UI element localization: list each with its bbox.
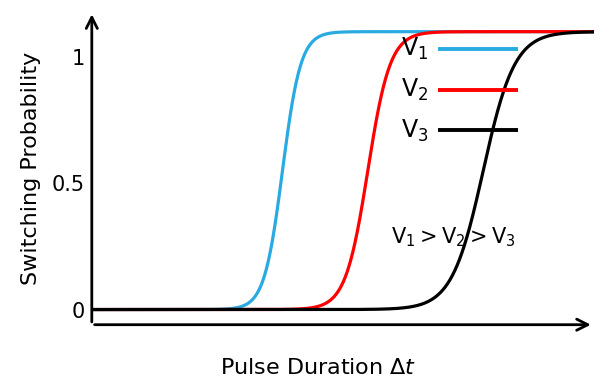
- Text: Pulse Duration $\mathit{\Delta t}$: Pulse Duration $\mathit{\Delta t}$: [220, 358, 416, 378]
- Text: $\mathrm{V}_1 > \mathrm{V}_2 >\mathrm{V}_3$: $\mathrm{V}_1 > \mathrm{V}_2 >\mathrm{V}…: [391, 225, 515, 249]
- Text: $\mathrm{V}_3$: $\mathrm{V}_3$: [400, 117, 428, 144]
- Text: $\mathrm{V}_1$: $\mathrm{V}_1$: [401, 36, 428, 62]
- Y-axis label: Switching Probability: Switching Probability: [21, 52, 40, 285]
- Text: $\mathrm{V}_2$: $\mathrm{V}_2$: [401, 77, 428, 103]
